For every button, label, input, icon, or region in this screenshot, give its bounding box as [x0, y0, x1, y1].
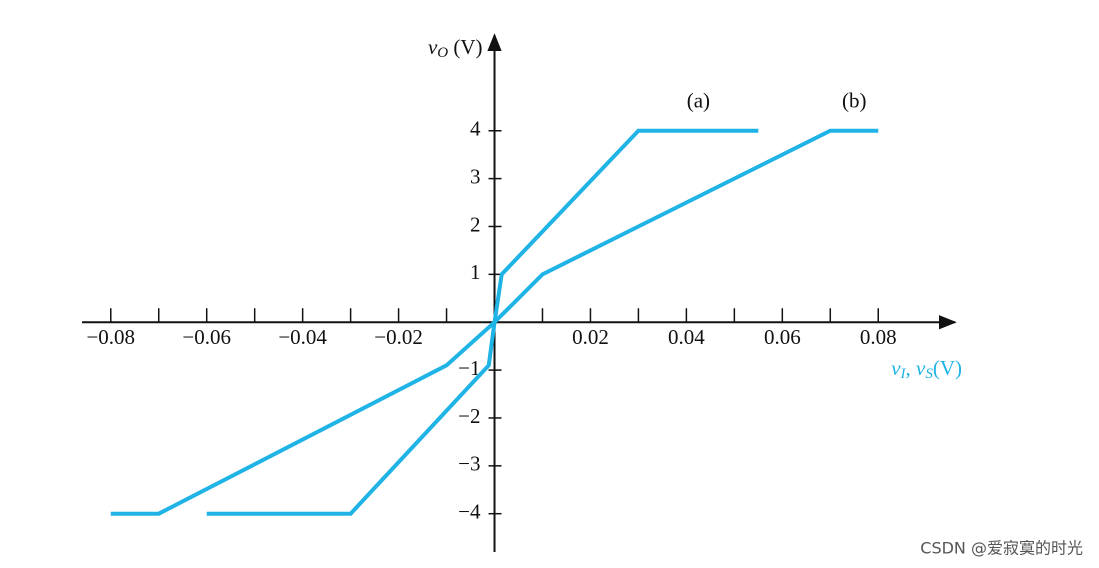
x-axis-label-part: S	[925, 367, 933, 383]
x-axis-label-part: v	[891, 356, 901, 380]
x-tick-label: −0.02	[374, 325, 423, 349]
y-tick-label: −4	[458, 500, 481, 524]
x-axis-label-part: ,	[906, 356, 917, 380]
x-axis-label-part: I	[900, 367, 907, 383]
x-tick-label: 0.04	[668, 325, 705, 349]
x-tick-label: −0.06	[182, 325, 231, 349]
x-tick-label: 0.02	[572, 325, 609, 349]
y-axis-label-part: v	[428, 35, 438, 59]
y-tick-label: 1	[470, 260, 481, 284]
y-tick-label: −3	[458, 452, 480, 476]
x-tick-label: −0.08	[86, 325, 135, 349]
series-line	[110, 128, 879, 516]
y-axis-label: vO (V)	[428, 35, 483, 62]
series-label: (b)	[842, 89, 867, 113]
x-tick-label: 0.08	[860, 325, 897, 349]
y-axis-label-part: (V)	[448, 35, 482, 59]
y-tick-label: 2	[470, 212, 481, 236]
y-tick-label: −2	[458, 404, 480, 428]
x-axis-label: vI, vS(V)	[891, 356, 962, 383]
y-tick-label: 3	[470, 164, 481, 188]
y-tick-label: −1	[458, 356, 480, 380]
x-axis-label-part: (V)	[933, 356, 962, 380]
watermark: CSDN @爱寂寞的时光	[920, 539, 1083, 558]
x-tick-label: −0.04	[278, 325, 327, 349]
x-axis-label-part: v	[916, 356, 926, 380]
y-axis-label-part: O	[437, 45, 448, 61]
series-label: (a)	[687, 89, 710, 113]
x-tick-label: 0.06	[764, 325, 801, 349]
y-tick-label: 4	[470, 117, 481, 141]
